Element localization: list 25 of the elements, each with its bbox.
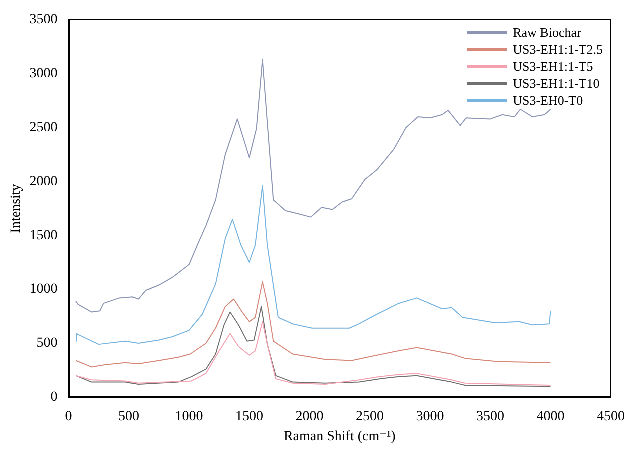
y-tick-label: 1000 [30,282,58,298]
y-tick-label: 2500 [30,120,58,136]
x-axis-title: Raman Shift (cm⁻¹) [284,429,396,444]
y-tick-label: 500 [36,336,58,352]
legend-label: US3-EH1:1-T10 [513,76,600,92]
y-tick-label: 2000 [30,174,58,190]
x-tick-label: 1500 [236,409,264,424]
x-tick-label: 1000 [175,409,204,424]
x-tick-label: 0 [65,409,72,424]
x-tick-label: 2000 [296,409,324,424]
y-axis-title: Intensity [9,184,24,234]
x-tick-label: 3500 [476,409,505,424]
x-tick-label: 3000 [416,409,444,424]
x-tick-label: 4500 [597,409,625,424]
y-tick-label: 3500 [30,12,58,28]
x-tick-label: 500 [118,409,140,424]
legend-label: US3-EH0-T0 [513,92,584,108]
y-tick-label: 3000 [30,66,58,82]
y-tick-label: 1500 [30,228,58,244]
x-tick-label: 2500 [356,409,384,424]
legend-label: US3-EH1:1-T2.5 [513,42,603,58]
y-tick-label: 0 [50,390,58,406]
legend-label: Raw Biochar [513,24,582,40]
legend-label: US3-EH1:1-T5 [513,58,594,74]
x-tick-label: 4000 [536,409,565,424]
